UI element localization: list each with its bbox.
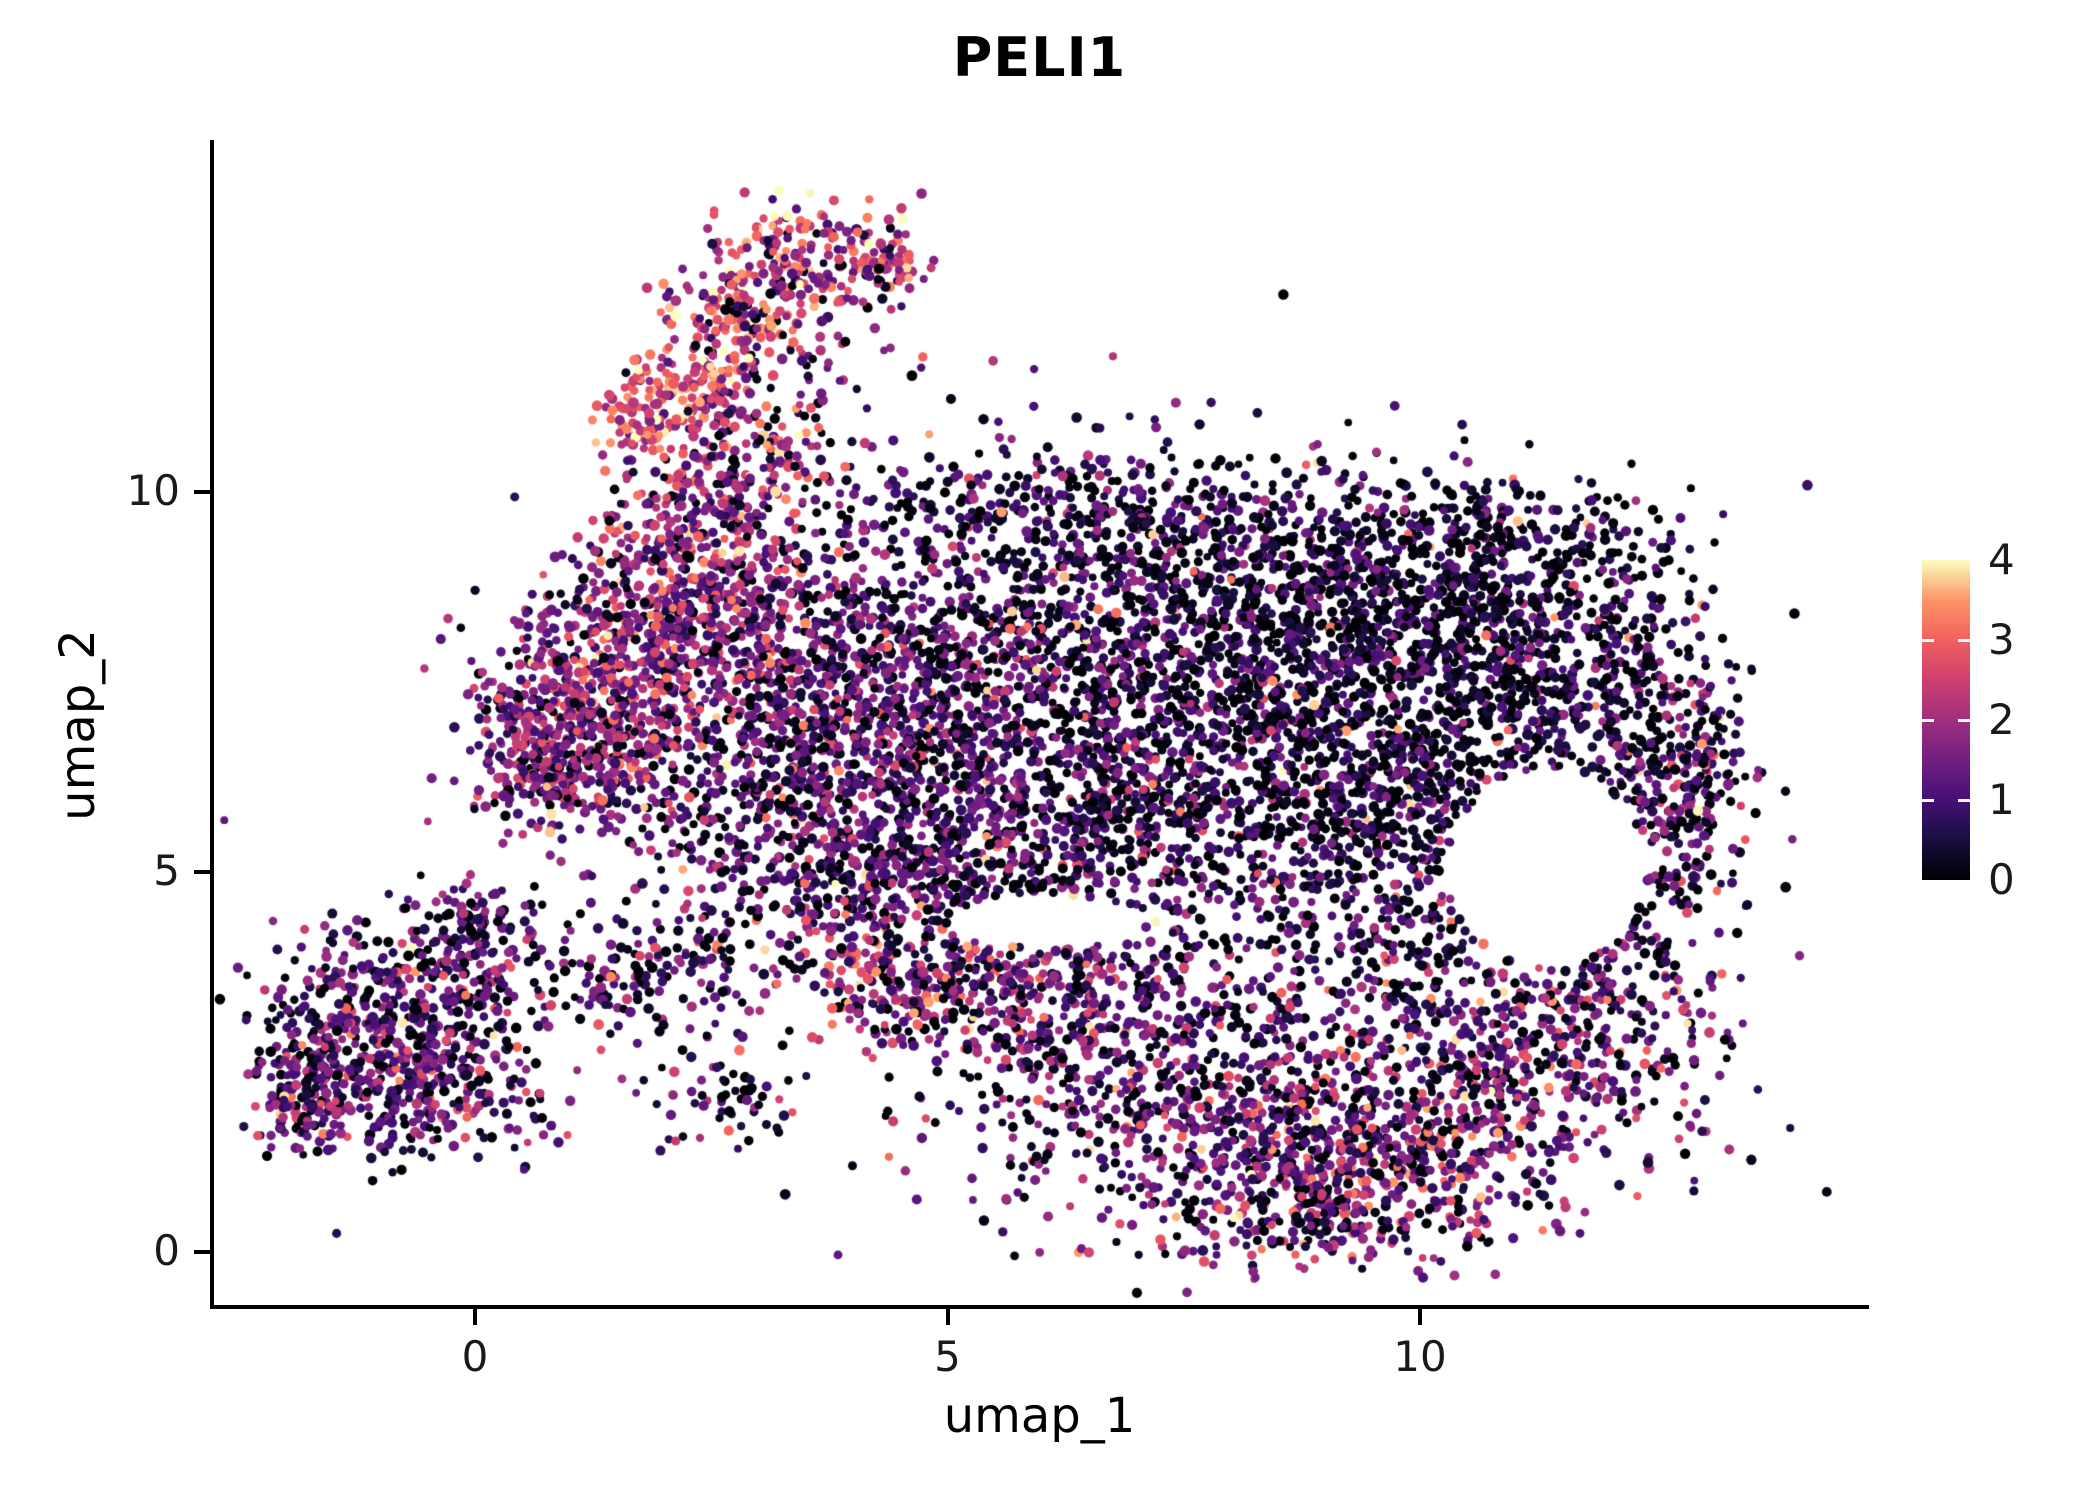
y-axis-label: umap_2 [50,629,106,821]
x-axis-label: umap_1 [943,1388,1136,1444]
colorbar-tick-mark [1922,798,1934,802]
colorbar-tick-label: 1 [1988,775,2015,824]
x-tick-mark [945,1309,950,1325]
colorbar-tick-mark [1958,798,1970,802]
colorbar-tick-mark [1958,718,1970,722]
colorbar-tick-label: 4 [1988,535,2015,584]
y-tick-label: 0 [153,1226,180,1275]
x-axis-line [210,1305,1869,1309]
x-tick-mark [1418,1309,1422,1325]
y-axis-line [210,140,214,1309]
colorbar-tick-mark [1922,718,1934,722]
chart-title: PELI1 [952,26,1127,89]
x-tick-label: 10 [1393,1332,1447,1381]
x-tick-label: 0 [461,1332,489,1381]
colorbar-tick-mark [1922,638,1934,642]
colorbar-tick-mark [1958,638,1970,642]
y-tick-label: 10 [126,466,180,515]
colorbar-tick-label: 2 [1988,695,2015,744]
colorbar-tick-label: 3 [1988,615,2015,664]
y-tick-label: 5 [153,846,180,895]
y-tick-mark [194,490,210,494]
x-tick-mark [473,1309,477,1325]
colorbar-tick-label: 0 [1988,855,2015,904]
y-tick-mark [194,1250,210,1254]
y-tick-mark [194,870,210,874]
x-tick-label: 5 [934,1332,961,1381]
